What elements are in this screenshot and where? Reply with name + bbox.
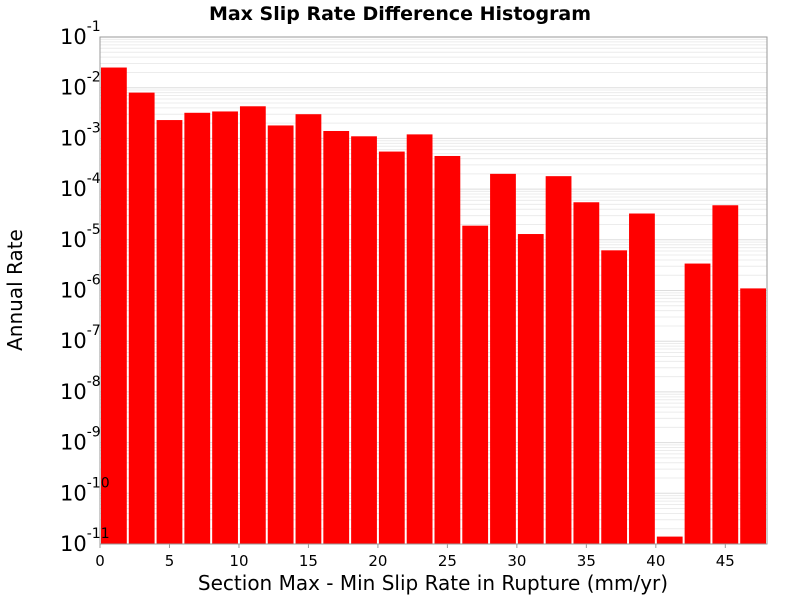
histogram-bar bbox=[101, 67, 127, 544]
y-tick-label: 10-8 bbox=[60, 374, 101, 404]
histogram-bar bbox=[517, 234, 544, 544]
x-tick-label: 0 bbox=[95, 552, 105, 570]
y-tick-label: 10-9 bbox=[60, 425, 101, 455]
histogram-bar bbox=[684, 263, 711, 544]
x-tick-label: 30 bbox=[507, 552, 526, 570]
histogram-bar bbox=[656, 536, 683, 544]
y-tick-label: 10-4 bbox=[60, 171, 101, 201]
y-tick-label: 10-11 bbox=[60, 526, 110, 556]
histogram-bar bbox=[128, 92, 155, 544]
y-tick-label: 10-2 bbox=[60, 70, 101, 100]
x-tick-label: 25 bbox=[438, 552, 457, 570]
histogram-bar bbox=[601, 250, 628, 544]
y-axis-ticks: 10-1 10-2 10-3 10-4 10-5 10-6 10-7 10-8 10-9 10-1… bbox=[60, 19, 110, 556]
x-axis-ticks: 0 5 10 15 20 25 30 35 40 45 bbox=[95, 544, 735, 570]
chart-title: Max Slip Rate Difference Histogram bbox=[209, 3, 591, 25]
x-tick-label: 35 bbox=[577, 552, 596, 570]
histogram-bar bbox=[462, 225, 489, 545]
y-tick-label: 10-1 bbox=[60, 19, 101, 49]
histogram-bar bbox=[323, 130, 350, 544]
x-tick-label: 40 bbox=[646, 552, 665, 570]
histogram-bar bbox=[573, 202, 600, 544]
histogram-bar bbox=[212, 111, 238, 545]
x-tick-label: 20 bbox=[368, 552, 387, 570]
y-tick-label: 10-5 bbox=[60, 222, 101, 252]
histogram-bar bbox=[351, 136, 377, 544]
y-tick-label: 10-6 bbox=[60, 273, 101, 303]
bars bbox=[101, 67, 766, 545]
histogram-bar bbox=[740, 288, 766, 544]
histogram-bar bbox=[267, 125, 294, 544]
histogram-bar bbox=[406, 134, 433, 545]
histogram-bar bbox=[295, 114, 322, 544]
histogram-bar bbox=[490, 173, 516, 545]
histogram-bar bbox=[545, 176, 572, 544]
histogram-bar bbox=[239, 106, 266, 545]
x-tick-label: 15 bbox=[299, 552, 318, 570]
histogram-bar bbox=[184, 112, 211, 545]
plot-frame bbox=[99, 36, 768, 545]
histogram-bar bbox=[434, 155, 461, 545]
x-tick-label: 45 bbox=[716, 552, 735, 570]
histogram-bar bbox=[378, 151, 405, 545]
histogram-bar bbox=[629, 213, 655, 544]
y-tick-label: 10-3 bbox=[60, 120, 101, 150]
x-axis-label: Section Max - Min Slip Rate in Rupture (… bbox=[198, 571, 668, 595]
x-tick-label: 10 bbox=[229, 552, 248, 570]
y-tick-label: 10-7 bbox=[60, 323, 101, 353]
histogram-bar bbox=[156, 120, 183, 545]
x-tick-label: 5 bbox=[165, 552, 175, 570]
y-axis-label: Annual Rate bbox=[3, 229, 27, 351]
histogram-bar bbox=[712, 205, 739, 545]
y-tick-label: 10-10 bbox=[60, 475, 110, 505]
